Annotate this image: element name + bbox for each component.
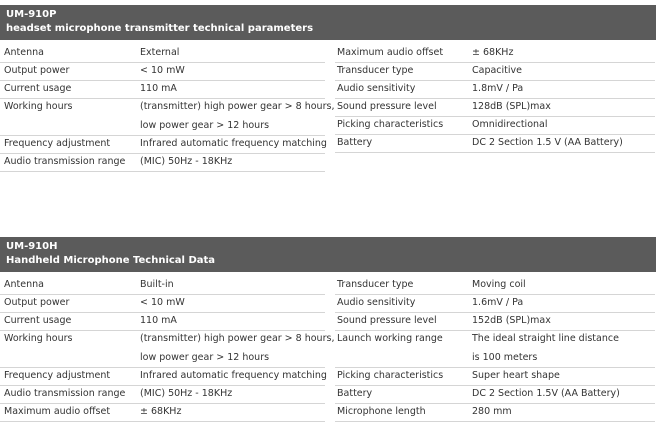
row-divider (0, 80, 325, 81)
row-divider (335, 116, 655, 117)
row-divider (335, 421, 655, 422)
spec-value: Super heart shape (472, 370, 560, 381)
spec-label: Picking characteristics (337, 119, 444, 130)
section-title: Handheld Microphone Technical Data (6, 255, 216, 266)
section-header: UM-910H Handheld Microphone Technical Dat… (0, 237, 656, 272)
spec-value: Infrared automatic frequency matching (140, 370, 327, 381)
spec-label: Launch working range (337, 333, 443, 344)
spec-value: Built-in (140, 279, 174, 290)
row-divider (0, 421, 325, 422)
spec-label: Transducer type (337, 65, 414, 76)
spec-label: Working hours (4, 333, 73, 344)
spec-label: Antenna (4, 279, 44, 290)
row-divider (335, 385, 655, 386)
spec-value: The ideal straight line distance (472, 333, 619, 344)
spec-label: Sound pressure level (337, 101, 437, 112)
row-divider (335, 294, 655, 295)
model-name: UM-910H (6, 241, 58, 252)
spec-label: Battery (337, 137, 373, 148)
spec-label: Current usage (4, 315, 72, 326)
row-divider (0, 135, 325, 136)
row-divider (0, 171, 325, 172)
spec-label: Audio transmission range (4, 388, 126, 399)
spec-value: External (140, 47, 180, 58)
row-divider (335, 403, 655, 404)
spec-value: 110 mA (140, 83, 177, 94)
spec-value: 110 mA (140, 315, 177, 326)
spec-label: Transducer type (337, 279, 414, 290)
spec-value: ± 68KHz (140, 406, 182, 417)
spec-value: 1.8mV / Pa (472, 83, 524, 94)
row-divider (0, 385, 325, 386)
spec-label: Output power (4, 65, 70, 76)
spec-value: (transmitter) high power gear > 8 hours, (140, 101, 335, 112)
row-divider (335, 80, 655, 81)
model-name: UM-910P (6, 9, 57, 20)
spec-label: Output power (4, 297, 70, 308)
spec-label: Current usage (4, 83, 72, 94)
spec-label: Battery (337, 388, 373, 399)
spec-label: Audio sensitivity (337, 297, 416, 308)
spec-value: Moving coil (472, 279, 526, 290)
spec-value: DC 2 Section 1.5 V (AA Battery) (472, 137, 623, 148)
row-divider (335, 312, 655, 313)
spec-label: Picking characteristics (337, 370, 444, 381)
spec-label: Antenna (4, 47, 44, 58)
spec-value: 1.6mV / Pa (472, 297, 524, 308)
row-divider (335, 98, 655, 99)
row-divider (0, 312, 325, 313)
row-divider (0, 153, 325, 154)
spec-value: < 10 mW (140, 297, 185, 308)
spec-value: 280 mm (472, 406, 512, 417)
spec-label: Audio sensitivity (337, 83, 416, 94)
spec-label: Sound pressure level (337, 315, 437, 326)
spec-value: DC 2 Section 1.5V (AA Battery) (472, 388, 620, 399)
spec-label: Microphone length (337, 406, 426, 417)
spec-label: Maximum audio offset (337, 47, 444, 58)
row-divider (335, 62, 655, 63)
spec-value: is 100 meters (472, 352, 538, 363)
section-title: headset microphone transmitter technical… (6, 23, 314, 34)
row-divider (335, 330, 655, 331)
spec-label: Maximum audio offset (4, 406, 111, 417)
spec-value: (transmitter) high power gear > 8 hours, (140, 333, 335, 344)
spec-value: (MIC) 50Hz - 18KHz (140, 388, 233, 399)
spec-value: low power gear > 12 hours (140, 120, 270, 131)
row-divider (0, 403, 325, 404)
spec-value: (MIC) 50Hz - 18KHz (140, 156, 233, 167)
row-divider (335, 152, 655, 153)
row-divider (0, 330, 325, 331)
spec-value: 152dB (SPL)max (472, 315, 551, 326)
spec-label: Frequency adjustment (4, 138, 111, 149)
row-divider (0, 294, 325, 295)
section-header: UM-910P headset microphone transmitter te… (0, 5, 656, 40)
row-divider (0, 367, 325, 368)
spec-label: Frequency adjustment (4, 370, 111, 381)
spec-value: Infrared automatic frequency matching (140, 138, 327, 149)
spec-value: low power gear > 12 hours (140, 352, 270, 363)
spec-value: ± 68KHz (472, 47, 514, 58)
row-divider (335, 367, 655, 368)
spec-label: Working hours (4, 101, 73, 112)
spec-value: 128dB (SPL)max (472, 101, 551, 112)
row-divider (0, 62, 325, 63)
spec-value: Capacitive (472, 65, 523, 76)
row-divider (335, 134, 655, 135)
spec-value: < 10 mW (140, 65, 185, 76)
row-divider (0, 98, 325, 99)
spec-value: Omnidirectional (472, 119, 548, 130)
spec-label: Audio transmission range (4, 156, 126, 167)
